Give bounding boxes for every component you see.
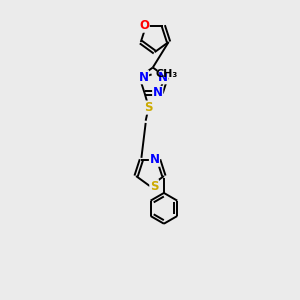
Text: N: N — [158, 71, 168, 84]
Text: S: S — [144, 101, 152, 114]
Text: N: N — [139, 71, 148, 84]
Text: N: N — [149, 153, 160, 166]
Text: N: N — [153, 86, 163, 99]
Text: S: S — [150, 180, 158, 193]
Text: O: O — [139, 19, 149, 32]
Text: CH₃: CH₃ — [155, 69, 178, 80]
